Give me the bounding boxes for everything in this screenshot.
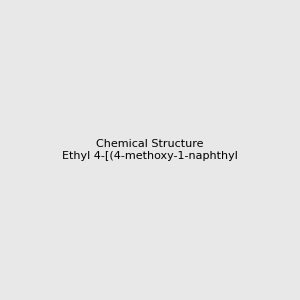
Text: Chemical Structure
Ethyl 4-[(4-methoxy-1-naphthyl: Chemical Structure Ethyl 4-[(4-methoxy-1… <box>62 139 238 161</box>
